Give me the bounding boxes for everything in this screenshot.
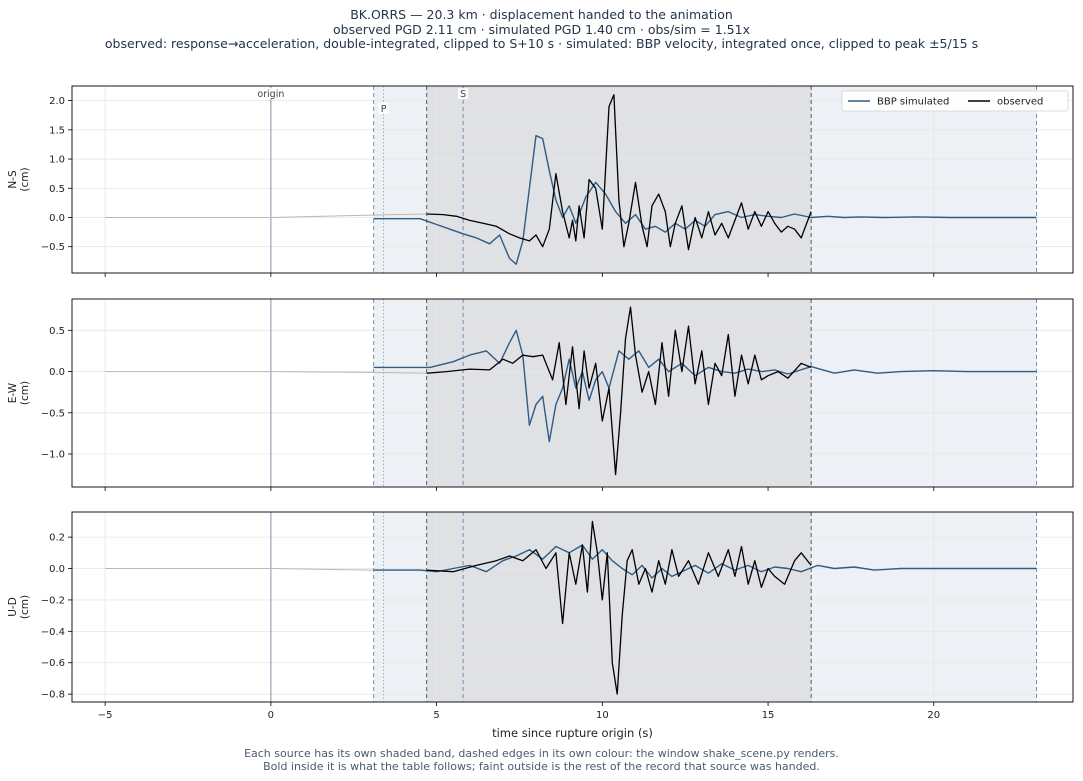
panel-frame	[71, 85, 1074, 274]
title-line-3: observed: response→acceleration, double-…	[104, 36, 979, 51]
x-tick-label: 10	[596, 710, 609, 721]
observed-trace	[426, 306, 812, 476]
y-tick-label: −0.6	[41, 658, 65, 669]
y-tick-label: 0.5	[49, 326, 65, 337]
y-tick-label: 0.5	[49, 184, 65, 195]
y-tick-label: −0.4	[41, 627, 65, 638]
observed-window-band	[426, 299, 812, 487]
y-axis-label: N-S(cm)	[7, 167, 31, 191]
simulated-trace	[373, 329, 1037, 443]
y-tick-label: −1.0	[41, 450, 65, 461]
title-line-1: BK.ORRS — 20.3 km · displacement handed …	[350, 7, 733, 22]
legend-entry: observed	[997, 97, 1043, 108]
observed-faint-trace	[105, 371, 427, 374]
y-tick-label: 0.0	[49, 564, 65, 575]
panel-1: −1.0 −0.5 0.0 0.5 E-W(cm)	[7, 298, 1074, 491]
panel-frame	[71, 511, 1074, 703]
marker-label-origin: origin	[257, 89, 284, 100]
observed-trace	[426, 94, 812, 251]
panel-plot-area	[72, 512, 1073, 702]
x-tick-label: 5	[433, 710, 439, 721]
observed-window-band	[426, 86, 812, 273]
y-tick-label: 0.2	[49, 533, 65, 544]
x-tick-label: 15	[762, 710, 775, 721]
x-tick-label: −5	[98, 710, 113, 721]
panel-2: −0.8 −0.6 −0.4 −0.2 0.0 0.2 −5 0 5 10 15 20 U-D(cm)	[7, 511, 1074, 721]
x-axis-label: time since rupture origin (s)	[492, 726, 653, 740]
legend-box	[841, 90, 1069, 112]
y-axis-label-line: (cm)	[19, 595, 31, 619]
y-axis-label-line: U-D	[7, 597, 19, 617]
y-axis-label-line: N-S	[7, 170, 19, 189]
simulated-trace	[373, 544, 1037, 579]
y-tick-label: −0.5	[41, 408, 65, 419]
y-axis-label-line: (cm)	[19, 167, 31, 191]
panel-frame	[71, 298, 1074, 488]
chart-footer: Each source has its own shaded band, das…	[0, 747, 1083, 773]
observed-faint-trace	[105, 213, 427, 218]
y-tick-label: −0.5	[41, 242, 65, 253]
panel-plot-area	[72, 86, 1073, 273]
title-line-2: observed PGD 2.11 cm · simulated PGD 1.4…	[333, 21, 750, 37]
marker-label-bg	[458, 88, 469, 99]
y-tick-label: 0.0	[49, 213, 65, 224]
x-tick-label: 0	[268, 710, 274, 721]
y-tick-label: −0.8	[41, 690, 65, 701]
marker-label-s: S	[460, 89, 466, 100]
legend: BBP simulated observed	[841, 90, 1069, 112]
chart-header: BK.ORRS — 20.3 km · displacement handed …	[0, 7, 1083, 52]
y-axis-label-line: (cm)	[19, 381, 31, 405]
panel-0: −0.5 0.0 0.5 1.0 1.5 2.0 N-S(cm) origin P S BBP si…	[7, 85, 1074, 277]
y-tick-label: 1.5	[49, 125, 65, 136]
marker-label-p: P	[381, 104, 387, 115]
y-tick-label: 0.0	[49, 367, 65, 378]
footer-line-2: Bold inside it is what the table follows…	[263, 759, 820, 773]
simulated-trace	[373, 135, 1037, 265]
panel-plot-area	[72, 299, 1073, 487]
y-axis-label-line: E-W	[7, 382, 19, 403]
legend-entry: BBP simulated	[877, 97, 949, 108]
footer-line-1: Each source has its own shaded band, das…	[244, 747, 839, 760]
x-tick-label: 20	[927, 710, 940, 721]
y-axis-label: U-D(cm)	[7, 595, 31, 619]
marker-label-bg	[378, 103, 389, 114]
y-axis-label: E-W(cm)	[7, 381, 31, 405]
y-tick-label: 1.0	[49, 155, 65, 166]
y-tick-label: −0.2	[41, 595, 65, 606]
marker-label-bg	[250, 88, 292, 99]
y-tick-label: 2.0	[49, 96, 65, 107]
observed-trace	[426, 520, 812, 695]
